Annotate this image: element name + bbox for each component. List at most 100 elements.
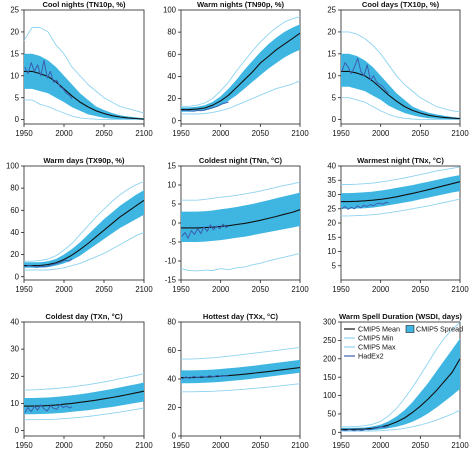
- panel-title: Cool nights (TN10p, %): [42, 0, 126, 9]
- x-tick-label: 2000: [55, 129, 73, 138]
- x-tick-label: 2050: [412, 441, 430, 450]
- x-tick-label: 2050: [252, 129, 270, 138]
- legend-entry-label: CMIP5 Mean: [358, 325, 400, 334]
- y-tick-label: 60: [167, 50, 176, 59]
- chart-panel-1: Cool nights (TN10p, %) 1950 2000 2050 2100 0 5…: [10, 0, 153, 138]
- spread-band: [24, 53, 144, 120]
- y-tick-label: 10: [327, 71, 336, 80]
- x-tick-label: 1950: [15, 129, 33, 138]
- y-tick-label: 40: [10, 228, 19, 237]
- cmip5-min-line: [341, 409, 461, 432]
- y-tick-label: 5: [332, 93, 337, 102]
- y-tick-label: 50: [327, 410, 336, 419]
- cmip5-mean-line: [341, 181, 461, 203]
- x-tick-label: 2050: [412, 285, 430, 294]
- legend-entry-label: HadEx2: [358, 352, 384, 361]
- x-tick-label: 1950: [15, 285, 33, 294]
- x-tick-label: 2100: [135, 441, 153, 450]
- y-tick-label: 5: [172, 200, 177, 209]
- cmip5-max-line: [181, 16, 301, 107]
- cmip5-max-line: [24, 181, 145, 262]
- y-tick-label: 25: [327, 6, 336, 15]
- chart-panel-4: Warm days (TX90p, %) 1950 2000 2050 2100 0 20 4…: [6, 156, 153, 294]
- y-tick-label: -10: [165, 257, 177, 266]
- cmip5-max-line: [341, 166, 461, 185]
- cmip5-max-line: [181, 181, 301, 201]
- y-tick-label: 20: [327, 219, 336, 228]
- plot-frame: [180, 9, 301, 125]
- panel-title: Warm nights (TN90p, %): [197, 0, 285, 9]
- y-tick-label: 0: [332, 428, 337, 437]
- y-tick-label: 150: [323, 373, 337, 382]
- y-tick-label: 60: [10, 206, 19, 215]
- cmip5-max-line: [341, 322, 461, 428]
- hadex2-line: [181, 101, 229, 112]
- panel-title: Coldest day (TXn, °C): [45, 312, 123, 321]
- y-tick-label: 80: [167, 318, 176, 327]
- y-tick-label: 300: [323, 318, 337, 327]
- chart-panel-8: Hottest day (TXx, °C) 1950 2000 2050 2100 0 20…: [167, 312, 309, 450]
- panel-title: Warm Spell Duration (WSDI, days): [339, 312, 462, 321]
- y-tick-label: 40: [167, 72, 176, 81]
- y-tick-label: 20: [327, 28, 336, 37]
- y-tick-label: 100: [323, 391, 337, 400]
- y-tick-label: 60: [167, 346, 176, 355]
- x-tick-label: 2100: [135, 129, 153, 138]
- cmip5-max-line: [341, 31, 461, 113]
- x-tick-label: 1950: [332, 441, 350, 450]
- panel-title: Warmest night (TNx, °C): [357, 156, 444, 165]
- cmip5-mean-line: [24, 199, 145, 267]
- y-tick-label: 0: [15, 272, 20, 281]
- y-tick-label: 15: [10, 49, 19, 58]
- y-tick-label: 15: [167, 162, 176, 171]
- x-tick-label: 2050: [95, 285, 113, 294]
- chart-panel-6: Warmest night (TNx, °C) 1950 2000 2050 2100 5…: [327, 156, 469, 294]
- cmip5-max-line: [181, 346, 301, 360]
- y-tick-label: 0: [15, 115, 20, 124]
- x-tick-label: 2000: [372, 441, 390, 450]
- x-tick-label: 2050: [95, 441, 113, 450]
- y-tick-label: 20: [10, 250, 19, 259]
- x-tick-label: 1950: [15, 441, 33, 450]
- x-tick-label: 1950: [172, 129, 190, 138]
- x-tick-label: 2000: [372, 285, 390, 294]
- legend-entry-label: CMIP5 Max: [358, 343, 396, 352]
- y-tick-label: -5: [169, 238, 177, 247]
- hadex2-line: [24, 59, 73, 99]
- y-tick-label: 80: [167, 28, 176, 37]
- y-tick-label: 250: [323, 336, 337, 345]
- y-tick-label: 40: [327, 162, 336, 171]
- x-tick-label: 1950: [332, 285, 350, 294]
- y-tick-label: 0: [332, 115, 337, 124]
- y-tick-label: 10: [327, 247, 336, 256]
- hadex2-line: [181, 223, 229, 239]
- spread-band: [181, 192, 300, 242]
- y-tick-label: 25: [327, 204, 336, 213]
- x-tick-label: 2100: [451, 129, 469, 138]
- legend-spread-label: CMIP5 Spread: [416, 325, 463, 334]
- cmip5-min-line: [341, 198, 461, 217]
- y-tick-label: 5: [15, 93, 20, 102]
- x-tick-label: 1950: [172, 285, 190, 294]
- x-tick-label: 2100: [291, 129, 309, 138]
- panel-title: Hottest day (TXx, °C): [203, 312, 279, 321]
- cmip5-min-line: [181, 80, 301, 115]
- hadex2-line: [341, 57, 389, 94]
- x-tick-label: 2000: [55, 441, 73, 450]
- hadex2-line: [181, 374, 229, 380]
- y-tick-label: 200: [323, 354, 337, 363]
- chart-panel-2: Warm nights (TN90p, %) 1950 2000 2050 2100 0 2…: [163, 0, 309, 138]
- hadex2-line: [341, 425, 389, 432]
- y-tick-label: 100: [163, 6, 177, 15]
- y-tick-label: 35: [327, 176, 336, 185]
- y-tick-label: 10: [167, 181, 176, 190]
- y-tick-label: 0: [15, 426, 20, 435]
- x-tick-label: 2000: [212, 129, 230, 138]
- spread-band: [341, 338, 460, 431]
- x-tick-label: 2050: [95, 129, 113, 138]
- x-tick-label: 2050: [412, 129, 430, 138]
- cmip5-mean-line: [341, 70, 461, 120]
- x-tick-label: 2000: [372, 129, 390, 138]
